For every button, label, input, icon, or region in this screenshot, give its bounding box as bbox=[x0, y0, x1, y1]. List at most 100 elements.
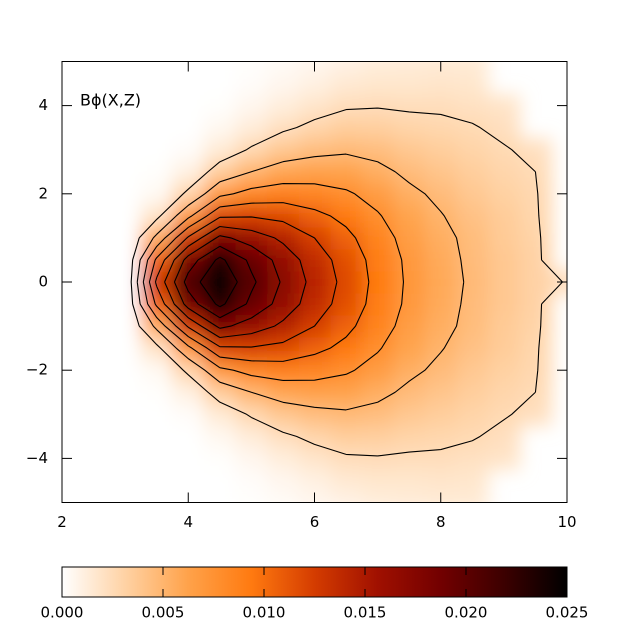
y-tick-label: 0 bbox=[38, 273, 48, 291]
heat-cell bbox=[330, 447, 363, 470]
colorbar-tick-label: 0.020 bbox=[445, 604, 488, 622]
heat-cell bbox=[456, 491, 489, 503]
heat-cell bbox=[77, 425, 110, 448]
heat-cell bbox=[519, 381, 552, 404]
heat-cell bbox=[519, 226, 552, 250]
heat-cell bbox=[330, 293, 363, 316]
heat-cell bbox=[456, 204, 489, 228]
heat-cell bbox=[204, 491, 237, 503]
heat-cell bbox=[519, 337, 552, 360]
axes: 2 4 6 8 10 −4 −2 0 2 4 0.000 0.005 0.010 0.015 0.020 0.… bbox=[26, 61, 588, 622]
contour-line bbox=[164, 225, 307, 339]
heat-cell bbox=[77, 359, 110, 382]
heat-cell bbox=[267, 315, 300, 338]
heat-cell bbox=[172, 381, 205, 404]
heat-cell bbox=[298, 182, 331, 206]
heat-cell bbox=[267, 403, 300, 426]
heat-cell bbox=[330, 138, 363, 162]
heat-cell bbox=[204, 61, 237, 74]
heat-cell bbox=[140, 94, 173, 118]
heat-cell bbox=[267, 469, 300, 492]
heat-cell bbox=[77, 491, 110, 503]
heat-cell bbox=[172, 293, 205, 316]
heat-cell bbox=[456, 447, 489, 470]
heat-cell bbox=[488, 293, 521, 316]
heat-cell bbox=[298, 160, 331, 184]
heat-cell bbox=[488, 337, 521, 360]
heat-cell bbox=[62, 72, 79, 96]
x-tick-label: 10 bbox=[557, 513, 576, 531]
heat-cell bbox=[298, 204, 331, 228]
y-tick-label: −2 bbox=[26, 361, 48, 379]
heat-cell bbox=[456, 248, 489, 272]
heat-cell bbox=[62, 226, 79, 250]
heat-cell bbox=[393, 293, 426, 316]
heat-cell bbox=[393, 72, 426, 96]
heat-cell bbox=[298, 248, 331, 272]
heat-cell bbox=[424, 160, 458, 184]
heat-cell bbox=[77, 315, 110, 338]
heat-cell bbox=[109, 491, 142, 503]
heat-cell bbox=[298, 403, 331, 426]
heat-cell bbox=[456, 61, 489, 74]
heat-cell bbox=[62, 61, 79, 74]
heat-cell bbox=[267, 248, 300, 272]
heat-cell bbox=[62, 381, 79, 404]
contour-line bbox=[183, 245, 257, 319]
heat-cell bbox=[393, 61, 426, 74]
heat-cell bbox=[298, 72, 331, 96]
heat-cell bbox=[235, 403, 268, 426]
heat-cell bbox=[393, 315, 426, 338]
heatmap bbox=[62, 61, 567, 503]
heat-cell bbox=[267, 226, 300, 250]
heat-cell bbox=[109, 226, 142, 250]
heat-cell bbox=[109, 425, 142, 448]
heat-cell bbox=[235, 94, 268, 118]
heat-cell bbox=[235, 359, 268, 382]
heat-cell bbox=[109, 72, 142, 96]
heat-cell bbox=[109, 182, 142, 206]
heat-cell bbox=[488, 182, 521, 206]
heat-cell bbox=[109, 381, 142, 404]
heat-cell bbox=[424, 425, 458, 448]
heat-cell bbox=[77, 160, 110, 184]
heat-cell bbox=[424, 204, 458, 228]
heat-cell bbox=[361, 359, 394, 382]
contour-line bbox=[148, 202, 370, 362]
x-tick-label: 2 bbox=[57, 513, 67, 531]
heat-cell bbox=[172, 182, 205, 206]
heat-cell bbox=[267, 270, 300, 294]
heat-cell bbox=[393, 403, 426, 426]
heat-cell bbox=[77, 94, 110, 118]
heat-cell bbox=[330, 491, 363, 503]
heat-cell bbox=[330, 160, 363, 184]
heat-cell bbox=[330, 116, 363, 140]
heat-cell bbox=[393, 469, 426, 492]
heat-cell bbox=[204, 337, 237, 360]
heat-cell bbox=[109, 116, 142, 140]
heat-cell bbox=[393, 226, 426, 250]
heat-cell bbox=[488, 226, 521, 250]
heat-cell bbox=[109, 270, 142, 294]
heat-cell bbox=[77, 469, 110, 492]
heat-cell bbox=[361, 248, 394, 272]
heat-cell bbox=[172, 72, 205, 96]
heat-cell bbox=[77, 381, 110, 404]
heat-cell bbox=[109, 204, 142, 228]
heat-cell bbox=[62, 491, 79, 503]
heat-cell bbox=[488, 315, 521, 338]
heat-cell bbox=[235, 138, 268, 162]
x-tick-label: 8 bbox=[436, 513, 446, 531]
heat-cell bbox=[235, 293, 268, 316]
heat-cell bbox=[424, 315, 458, 338]
heat-cell bbox=[424, 116, 458, 140]
heat-cell bbox=[267, 293, 300, 316]
heat-cell bbox=[488, 359, 521, 382]
heat-cell bbox=[393, 337, 426, 360]
heat-cell bbox=[235, 315, 268, 338]
heat-cell bbox=[267, 116, 300, 140]
heat-cell bbox=[298, 315, 331, 338]
heat-cell bbox=[424, 138, 458, 162]
heat-cell bbox=[77, 293, 110, 316]
heat-cell bbox=[424, 94, 458, 118]
